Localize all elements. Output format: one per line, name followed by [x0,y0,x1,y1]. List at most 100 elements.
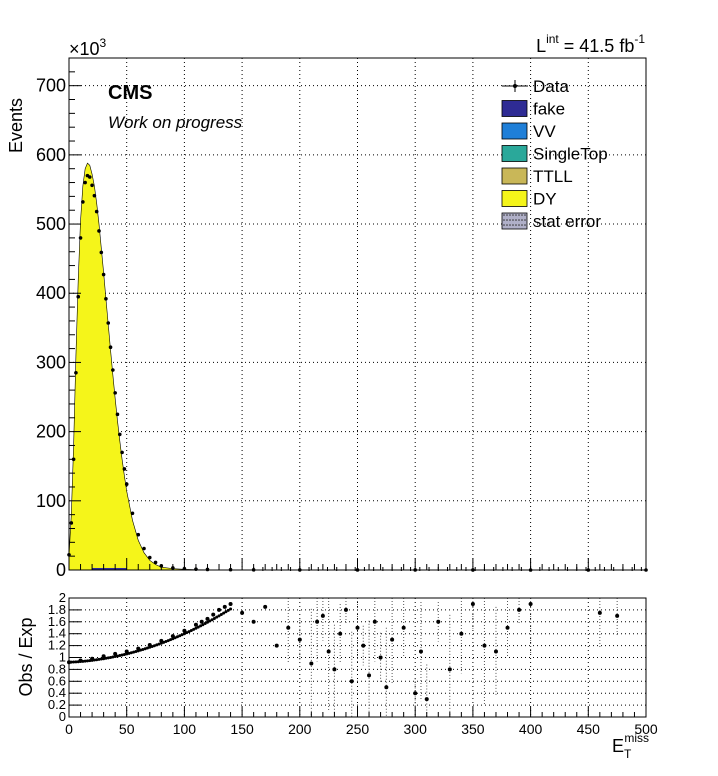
y-tick-label-main: 700 [36,76,66,96]
y-tick-label-ratio: 1.8 [48,602,66,617]
data-point [101,272,106,277]
data-point [104,296,108,301]
data-point [136,532,141,537]
ratio-point [132,650,136,654]
legend-swatch-hatch [503,219,505,221]
ratio-point [79,660,83,664]
ratio-point [136,649,140,653]
ratio-point [297,637,302,642]
y-tick-label-main: 500 [36,214,66,234]
ratio-point [315,619,320,624]
data-point [147,555,152,560]
ratio-point [274,643,279,648]
legend-swatch-hatch [524,214,526,216]
legend-swatch-hatch [524,219,526,221]
legend-swatch-dy [501,190,528,207]
legend-swatch-hatch [512,224,514,226]
legend-label-singletop: SingleTop [533,145,608,164]
x-tick-label: 450 [577,721,601,737]
svg-text:ETmiss: ETmiss [612,731,649,761]
ratio-point [355,625,360,630]
legend-label-vv: VV [533,122,556,141]
legend-label-dy: DY [533,190,557,209]
legend-swatch-hatch [515,224,517,226]
ratio-point [424,697,429,702]
data-point [78,236,83,240]
x-tick-label: 100 [173,721,197,737]
ratio-point [178,634,182,638]
ratio-point [171,637,175,641]
ratio-point [76,660,80,664]
ratio-point [99,657,103,661]
legend: Data fake VV SingleTop TTLL DY stat error [501,77,608,231]
ratio-point [528,601,533,606]
ratio-point [74,660,78,664]
svg-text:Lint = 41.5 fb-1: Lint = 41.5 fb-1 [536,32,645,56]
ratio-point [332,667,337,672]
ratio-point [224,610,228,614]
ratio-point [148,645,152,649]
ratio-point [482,643,487,648]
ratio-point [228,601,233,606]
ratio-point [72,660,76,664]
y-tick-label-main: 0 [56,560,66,580]
ratio-point [182,628,187,633]
ratio-point [124,649,129,654]
ratio-point [88,659,92,663]
legend-swatch-hatch [509,214,511,216]
data-point [76,294,81,299]
ratio-point [113,655,117,659]
data-point [124,482,129,487]
x-tick-label: 200 [288,721,312,737]
ratio-point [120,653,124,657]
legend-entry-dy: DY [501,190,557,209]
ratio-point [343,607,348,612]
ratio-point [349,679,354,684]
ratio-point [157,642,161,646]
ratio-point [205,620,209,624]
ratio-plot-panel: 00.20.40.60.811.21.41.61.820 50 100 150 200 2… [48,590,658,737]
luminosity-label: Lint = 41.5 fb-1 [536,32,645,56]
ratio-point [418,649,423,654]
ratio-point [145,646,149,650]
ratio-point [338,631,343,636]
ratio-point [320,613,325,618]
legend-swatch-hatch [506,219,508,221]
y-tick-label-ratio: 2 [59,590,66,605]
data-point [113,391,117,395]
x-tick-label: 150 [230,721,254,737]
y-tick-label-main: 400 [36,283,66,303]
ratio-point [143,647,147,651]
legend-swatch-hatch [506,224,508,226]
legend-swatch-hatch [506,214,508,216]
data-point [92,193,97,198]
data-point [83,180,87,185]
data-point [90,183,94,188]
x-tick-label: 300 [404,721,428,737]
ratio-point [194,626,198,630]
legend-label-stat-error: stat error [533,212,601,231]
ratio-point [401,625,406,630]
ratio-point [286,625,291,630]
ratio-point [493,649,498,654]
ratio-point [447,667,452,672]
legend-label-fake: fake [533,100,565,119]
legend-swatch-hatch [521,224,523,226]
legend-swatch-stat-error [501,212,528,230]
ratio-point [81,659,85,663]
ratio-point [597,610,602,615]
x-tick-label: 0 [65,721,73,737]
legend-swatch-hatch [521,214,523,216]
ratio-point [162,640,166,644]
ratio-point [134,649,138,653]
ratio-point [102,657,106,661]
y-tick-label-main: 300 [36,352,66,372]
ratio-point [203,622,207,626]
y-tick-label-ratio: 0.8 [48,661,66,676]
ratio-point [201,623,205,627]
ratio-point [217,607,222,612]
y-tick-label-ratio: 1.6 [48,614,66,629]
ratio-point [211,612,216,617]
x-axis-title: ETmiss [612,731,649,761]
data-point [117,432,122,437]
